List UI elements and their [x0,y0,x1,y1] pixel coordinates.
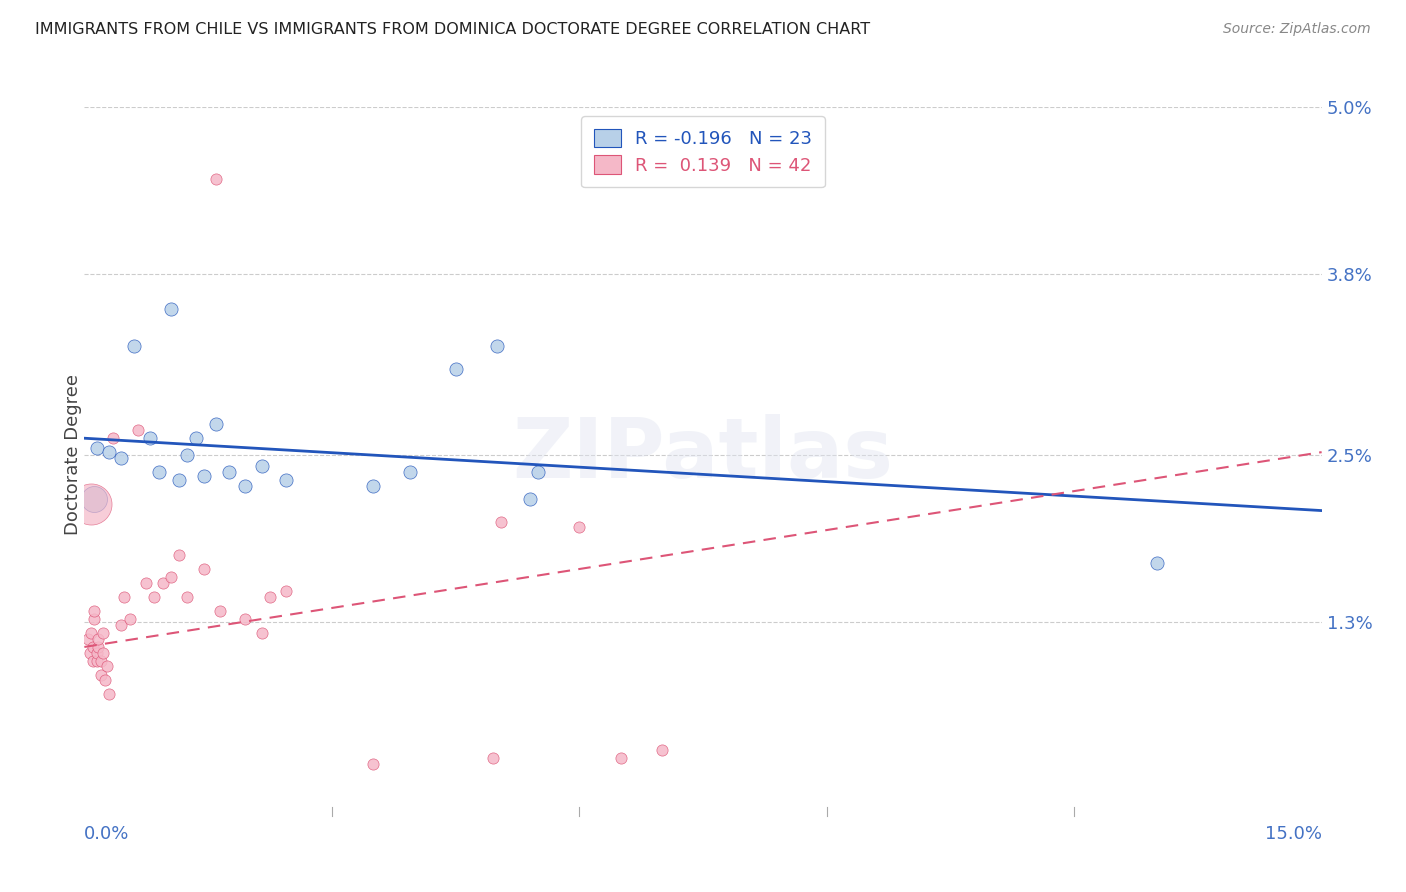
Point [651,743,673,757]
Point [205,417,228,432]
Point [184,431,207,445]
Point [112,590,135,604]
Point [361,478,384,492]
Point [167,473,190,487]
Point [568,520,591,534]
Point [86,441,108,455]
Point [176,590,198,604]
Point [86,646,108,660]
Point [233,478,256,492]
Point [94,673,117,688]
Point [152,576,174,591]
Point [82,654,104,668]
Point [91,626,114,640]
Point [259,590,281,604]
Point [1146,557,1168,571]
Point [98,445,121,459]
Text: IMMIGRANTS FROM CHILE VS IMMIGRANTS FROM DOMINICA DOCTORATE DEGREE CORRELATION C: IMMIGRANTS FROM CHILE VS IMMIGRANTS FROM… [35,22,870,37]
Point [193,562,215,576]
Point [218,465,240,479]
Point [135,576,157,591]
Text: 15.0%: 15.0% [1264,825,1322,843]
Y-axis label: Doctorate Degree: Doctorate Degree [65,375,82,535]
Point [127,423,149,437]
Point [481,751,503,765]
Point [98,687,121,701]
Point [82,640,104,654]
Point [110,617,132,632]
Point [77,632,100,646]
Point [83,612,105,626]
Point [139,431,162,445]
Point [160,301,183,316]
Point [167,548,190,562]
Point [90,667,112,681]
Point [91,646,114,660]
Text: 0.0%: 0.0% [84,825,129,843]
Point [527,465,550,479]
Point [233,612,256,626]
Point [83,492,105,507]
Point [87,632,110,646]
Point [276,584,298,599]
Text: Source: ZipAtlas.com: Source: ZipAtlas.com [1223,22,1371,37]
Point [209,604,232,618]
Point [86,654,108,668]
Point [176,448,198,462]
Point [83,604,105,618]
Point [485,339,508,353]
Point [90,654,112,668]
Point [122,339,145,353]
Point [160,570,183,584]
Point [143,590,166,604]
Point [110,450,132,465]
Point [444,361,467,376]
Point [361,756,384,771]
Point [609,751,631,765]
Point [519,492,541,507]
Point [87,640,110,654]
Point [80,626,103,640]
Point [103,431,125,445]
Point [96,659,118,673]
Point [79,646,101,660]
Point [118,612,141,626]
Point [489,515,512,529]
Text: ZIPatlas: ZIPatlas [513,415,893,495]
Point [205,172,228,186]
Point [250,458,273,473]
Point [276,473,298,487]
Point [250,626,273,640]
Point [80,497,103,511]
Point [399,465,422,479]
Point [148,465,170,479]
Point [193,468,215,483]
